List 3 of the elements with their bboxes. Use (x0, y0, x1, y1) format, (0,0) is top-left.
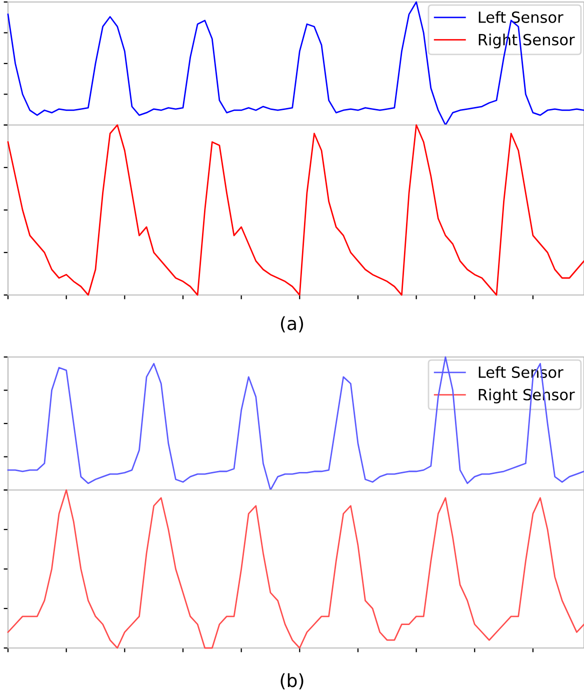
legend-label: Left Sensor (478, 11, 564, 23)
text: (b) (280, 673, 304, 690)
text: (a) (280, 316, 304, 332)
